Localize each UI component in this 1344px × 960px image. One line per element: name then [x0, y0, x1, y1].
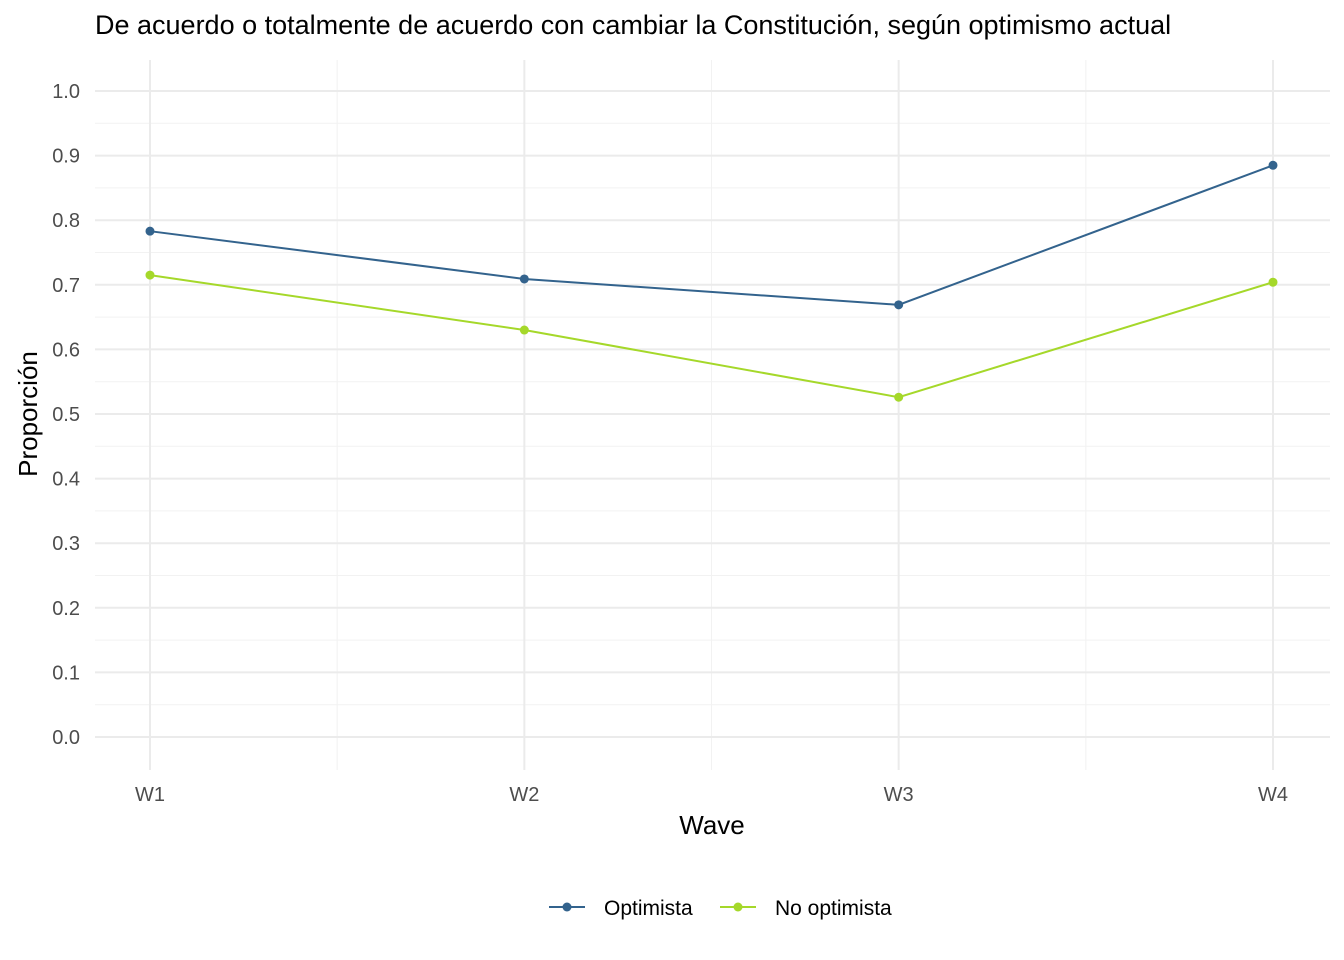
y-tick-label: 0.2 [52, 598, 80, 620]
data-point [1268, 277, 1278, 287]
data-point [894, 392, 904, 402]
x-tick-label: W1 [135, 784, 165, 806]
y-tick-label: 0.5 [52, 404, 80, 426]
legend-label: No optimista [775, 897, 892, 920]
legend-key-point [733, 902, 743, 912]
data-point [519, 325, 529, 335]
x-axis-title: Wave [679, 810, 745, 840]
y-axis-title: Proporción [13, 351, 43, 477]
chart-title: De acuerdo o totalmente de acuerdo con c… [95, 10, 1172, 40]
legend: Optimista No optimista [549, 897, 892, 920]
data-point [145, 226, 155, 236]
y-tick-label: 0.4 [52, 469, 80, 491]
y-tick-label: 0.7 [52, 275, 80, 297]
y-tick-label: 1.0 [52, 81, 80, 103]
y-tick-label: 0.0 [52, 727, 80, 749]
y-tick-label: 0.1 [52, 662, 80, 684]
y-tick-label: 0.9 [52, 146, 80, 168]
series-line [149, 164, 1274, 306]
data-point [1268, 160, 1278, 170]
y-tick-label: 0.8 [52, 210, 80, 232]
series-line [149, 274, 1274, 399]
legend-key-point [562, 902, 572, 912]
grid [95, 60, 1330, 770]
data-point [519, 274, 529, 284]
y-tick-label: 0.3 [52, 533, 80, 555]
y-tick-label: 0.6 [52, 339, 80, 361]
x-axis-ticks: W1 W2 W3 W4 [135, 784, 1288, 806]
series [145, 160, 1278, 402]
x-tick-label: W3 [884, 784, 914, 806]
x-tick-label: W2 [509, 784, 539, 806]
data-point [894, 300, 904, 310]
y-axis-ticks: 0.0 0.1 0.2 0.3 0.4 0.5 0.6 0.7 0.8 0.9 1.0 [52, 81, 80, 749]
x-tick-label: W4 [1258, 784, 1288, 806]
data-point [145, 270, 155, 280]
legend-item: Optimista [549, 897, 693, 920]
legend-label: Optimista [604, 897, 693, 920]
legend-item: No optimista [720, 897, 892, 920]
